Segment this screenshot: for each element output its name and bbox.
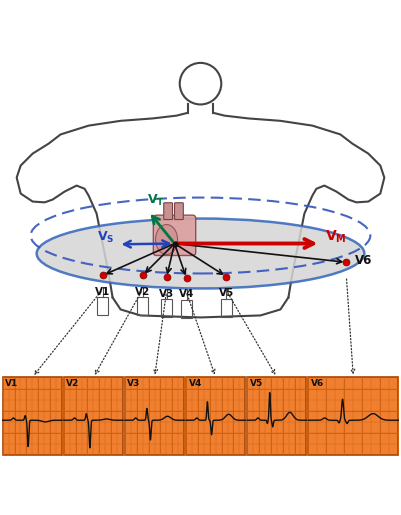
Text: V1: V1 [95,287,110,297]
FancyBboxPatch shape [247,377,306,455]
Bar [221,299,232,317]
Text: V6: V6 [355,254,373,267]
Text: V5: V5 [219,288,234,298]
Bar [97,298,108,316]
Text: V3: V3 [159,289,174,299]
FancyBboxPatch shape [308,377,398,455]
FancyBboxPatch shape [3,377,62,455]
FancyBboxPatch shape [125,377,184,455]
Bar [137,298,148,316]
Text: V4: V4 [179,289,194,299]
Text: V5: V5 [250,380,263,388]
Bar [181,300,192,318]
Text: V1: V1 [5,380,18,388]
Text: $\mathbf{V_M}$: $\mathbf{V_M}$ [325,228,347,245]
Text: V3: V3 [128,380,141,388]
Text: $\mathbf{V_S}$: $\mathbf{V_S}$ [97,230,114,245]
FancyBboxPatch shape [186,377,245,455]
Ellipse shape [156,225,178,254]
Text: V2: V2 [66,380,79,388]
Text: $\mathbf{V_T}$: $\mathbf{V_T}$ [146,193,164,209]
Text: V2: V2 [135,287,150,297]
FancyBboxPatch shape [174,203,183,219]
FancyBboxPatch shape [64,377,123,455]
FancyBboxPatch shape [153,215,196,255]
Text: V4: V4 [188,380,202,388]
Text: V6: V6 [311,380,324,388]
Bar [161,299,172,317]
FancyBboxPatch shape [164,203,172,219]
Ellipse shape [36,218,365,288]
